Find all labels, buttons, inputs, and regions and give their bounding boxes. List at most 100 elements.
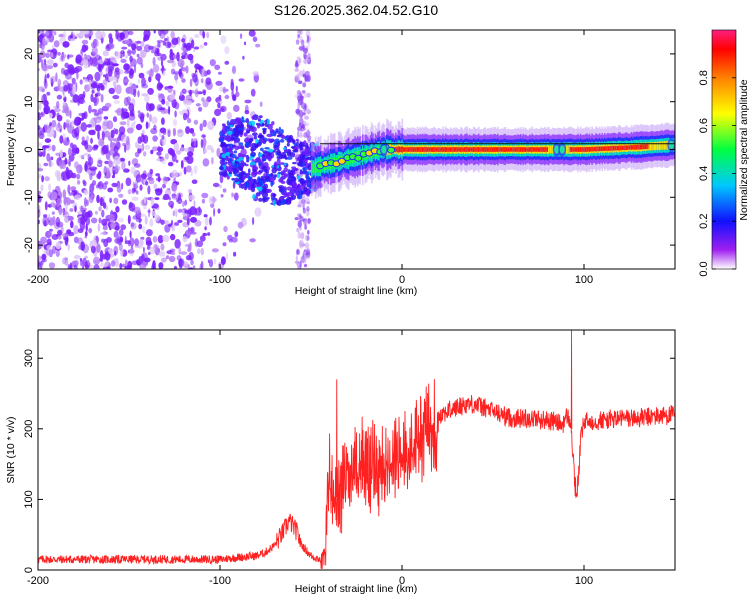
signal-core-segment (477, 147, 480, 152)
noise-blob (94, 116, 100, 120)
noise-blob (61, 52, 64, 61)
transition-blob (277, 141, 281, 147)
noise-blob (203, 42, 208, 46)
noise-blob (189, 89, 192, 97)
noise-blob (38, 124, 41, 131)
noise-blob (130, 166, 136, 175)
transition-blob (299, 179, 306, 185)
noise-blob (83, 59, 89, 66)
noise-blob (170, 233, 176, 241)
noise-blob (294, 74, 299, 79)
transition-blob (248, 168, 251, 174)
noise-blob (297, 102, 300, 111)
noise-blob (38, 255, 42, 261)
noise-blob (74, 161, 79, 169)
noise-blob (299, 117, 304, 125)
transition-blob (301, 190, 304, 195)
noise-blob (93, 264, 100, 269)
noise-blob (106, 266, 111, 269)
signal-core-segment (578, 147, 581, 152)
noise-blob (50, 191, 58, 200)
signal-core-segment (452, 147, 455, 152)
transition-blob (290, 194, 297, 200)
noise-blob (82, 91, 86, 98)
noise-blob (140, 40, 145, 48)
noise-blob (103, 116, 109, 120)
signal-core-segment (604, 146, 606, 151)
noise-blob (186, 100, 192, 106)
transition-blob (234, 133, 237, 137)
signal-band-segment (550, 145, 553, 154)
noise-blob (177, 129, 183, 133)
transition-blob (288, 134, 294, 141)
signal-core-segment (516, 147, 518, 152)
noise-blob (135, 174, 142, 183)
signal-core-segment (534, 147, 536, 152)
noise-blob (154, 214, 161, 222)
transition-blob (279, 139, 285, 143)
noise-blob (305, 57, 310, 62)
transition-blob (260, 147, 264, 152)
noise-blob (124, 235, 127, 245)
noise-blob (167, 85, 174, 89)
noise-blob (224, 46, 230, 54)
noise-blob (62, 41, 70, 48)
signal-band-segment (313, 163, 316, 173)
noise-blob (307, 128, 310, 135)
noise-blob (71, 120, 74, 128)
signal-core-segment (498, 147, 500, 152)
noise-blob (190, 259, 194, 266)
noise-blob (45, 247, 51, 256)
noise-blob (178, 68, 182, 77)
noise-blob (136, 84, 139, 89)
signal-core-segment (451, 147, 453, 152)
noise-blob (174, 239, 181, 249)
signal-core-segment (420, 147, 423, 152)
noise-blob (67, 184, 71, 194)
signal-core-segment (462, 147, 465, 152)
noise-blob (235, 91, 240, 98)
signal-core-segment (528, 147, 531, 152)
signal-core-segment (484, 147, 486, 152)
noise-blob (219, 86, 224, 92)
transition-blob (266, 118, 270, 125)
noise-blob (93, 144, 99, 149)
noise-blob (97, 159, 103, 165)
noise-blob (212, 182, 220, 188)
noise-blob (90, 245, 96, 254)
noise-blob (51, 144, 56, 152)
signal-core-segment (545, 147, 548, 152)
signal-core-segment (633, 144, 635, 150)
noise-blob (172, 127, 176, 137)
noise-blob (90, 137, 93, 144)
noise-blob (48, 241, 51, 246)
noise-blob (217, 208, 221, 214)
noise-blob (67, 147, 72, 156)
noise-blob (188, 227, 194, 232)
noise-blob (45, 124, 52, 134)
noise-blob (137, 78, 140, 84)
transition-blob (295, 188, 299, 192)
transition-blob (292, 138, 295, 145)
noise-blob (47, 65, 54, 70)
noise-blob (38, 173, 42, 179)
noise-blob (298, 214, 302, 219)
noise-blob (61, 171, 67, 177)
noise-blob (135, 217, 143, 223)
transition-blob (278, 153, 283, 160)
noise-blob (74, 194, 81, 200)
noise-blob (129, 55, 133, 62)
transition-blob (229, 128, 233, 132)
transition-blob (286, 156, 293, 160)
signal-core-segment (434, 147, 437, 152)
noise-blob (200, 260, 204, 269)
snr-series-line (38, 330, 675, 569)
noise-blob (222, 188, 227, 193)
noise-blob (147, 209, 151, 213)
noise-blob (132, 188, 136, 192)
noise-blob (145, 180, 149, 186)
noise-blob (38, 148, 41, 154)
noise-blob (141, 129, 145, 135)
noise-blob (82, 257, 87, 267)
noise-blob (244, 99, 252, 104)
